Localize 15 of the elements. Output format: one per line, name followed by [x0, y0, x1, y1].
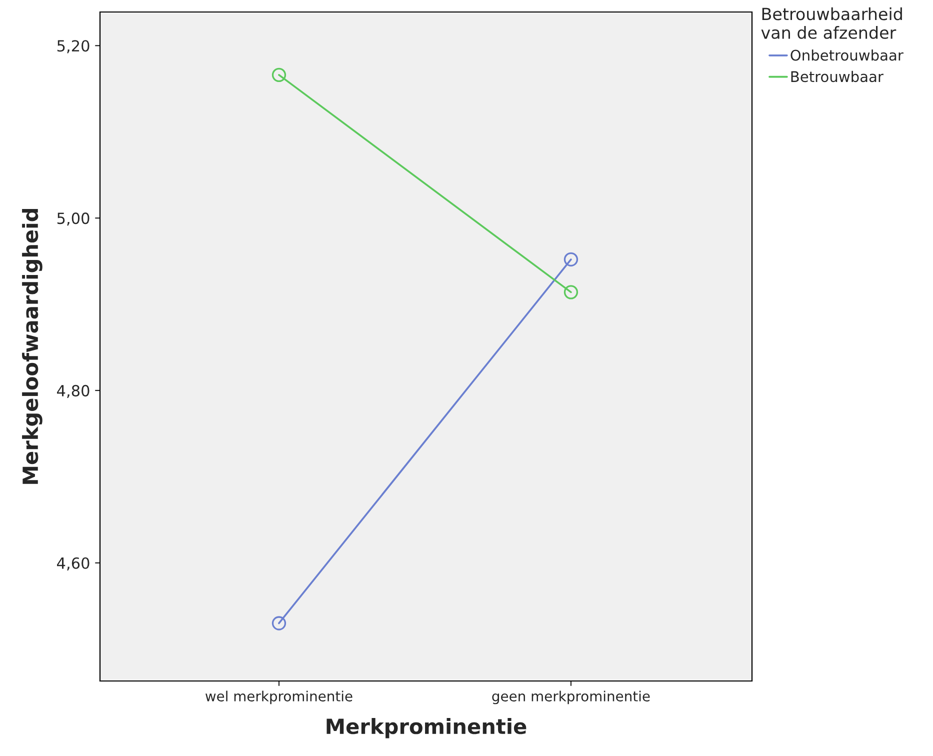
y-axis-title: Merkgeloofwaardigheid — [22, 209, 42, 484]
y-tick-label: 5,00 — [57, 212, 90, 226]
x-tick-label: wel merkprominentie — [206, 690, 352, 704]
point — [564, 285, 578, 300]
x-tick-label: geen merkprominentie — [492, 690, 650, 704]
y-tick-label: 5,20 — [57, 40, 90, 54]
legend-label: Betrouwbaar — [791, 70, 884, 82]
x-axis-title: Merkprominentie — [326, 718, 526, 738]
y-tick-label: 4,60 — [57, 557, 90, 570]
legend-title: Betrouwbaarheid van de afzender — [761, 7, 902, 39]
point — [272, 68, 286, 82]
point — [564, 252, 578, 267]
legend-label: Onbetrouwbaar — [790, 49, 904, 61]
y-tick-label: 4,80 — [57, 384, 90, 398]
point — [272, 616, 286, 630]
